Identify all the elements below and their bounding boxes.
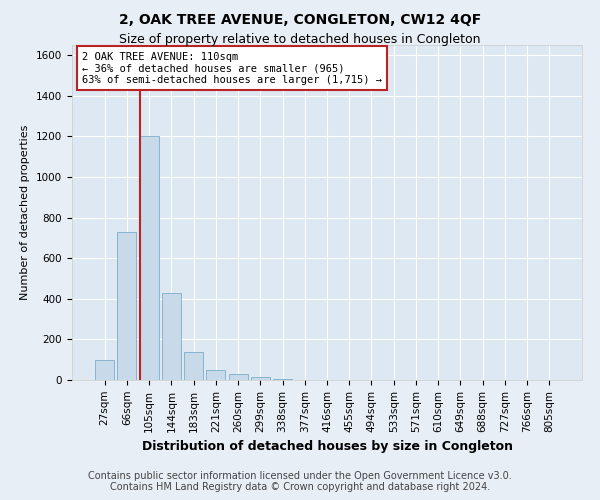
Text: 2, OAK TREE AVENUE, CONGLETON, CW12 4QF: 2, OAK TREE AVENUE, CONGLETON, CW12 4QF: [119, 12, 481, 26]
Bar: [251, 377, 270, 380]
Bar: [184, 352, 203, 380]
Bar: [273, 379, 292, 380]
Bar: [206, 370, 225, 380]
Bar: [140, 136, 158, 380]
Text: Size of property relative to detached houses in Congleton: Size of property relative to detached ho…: [119, 32, 481, 46]
Bar: [118, 232, 136, 380]
Bar: [229, 374, 248, 380]
Bar: [95, 360, 114, 380]
Text: 2 OAK TREE AVENUE: 110sqm
← 36% of detached houses are smaller (965)
63% of semi: 2 OAK TREE AVENUE: 110sqm ← 36% of detac…: [82, 52, 382, 85]
Text: Contains HM Land Registry data © Crown copyright and database right 2024.: Contains HM Land Registry data © Crown c…: [110, 482, 490, 492]
Y-axis label: Number of detached properties: Number of detached properties: [20, 125, 31, 300]
Bar: [162, 292, 181, 380]
Text: Contains public sector information licensed under the Open Government Licence v3: Contains public sector information licen…: [88, 471, 512, 481]
X-axis label: Distribution of detached houses by size in Congleton: Distribution of detached houses by size …: [142, 440, 512, 453]
